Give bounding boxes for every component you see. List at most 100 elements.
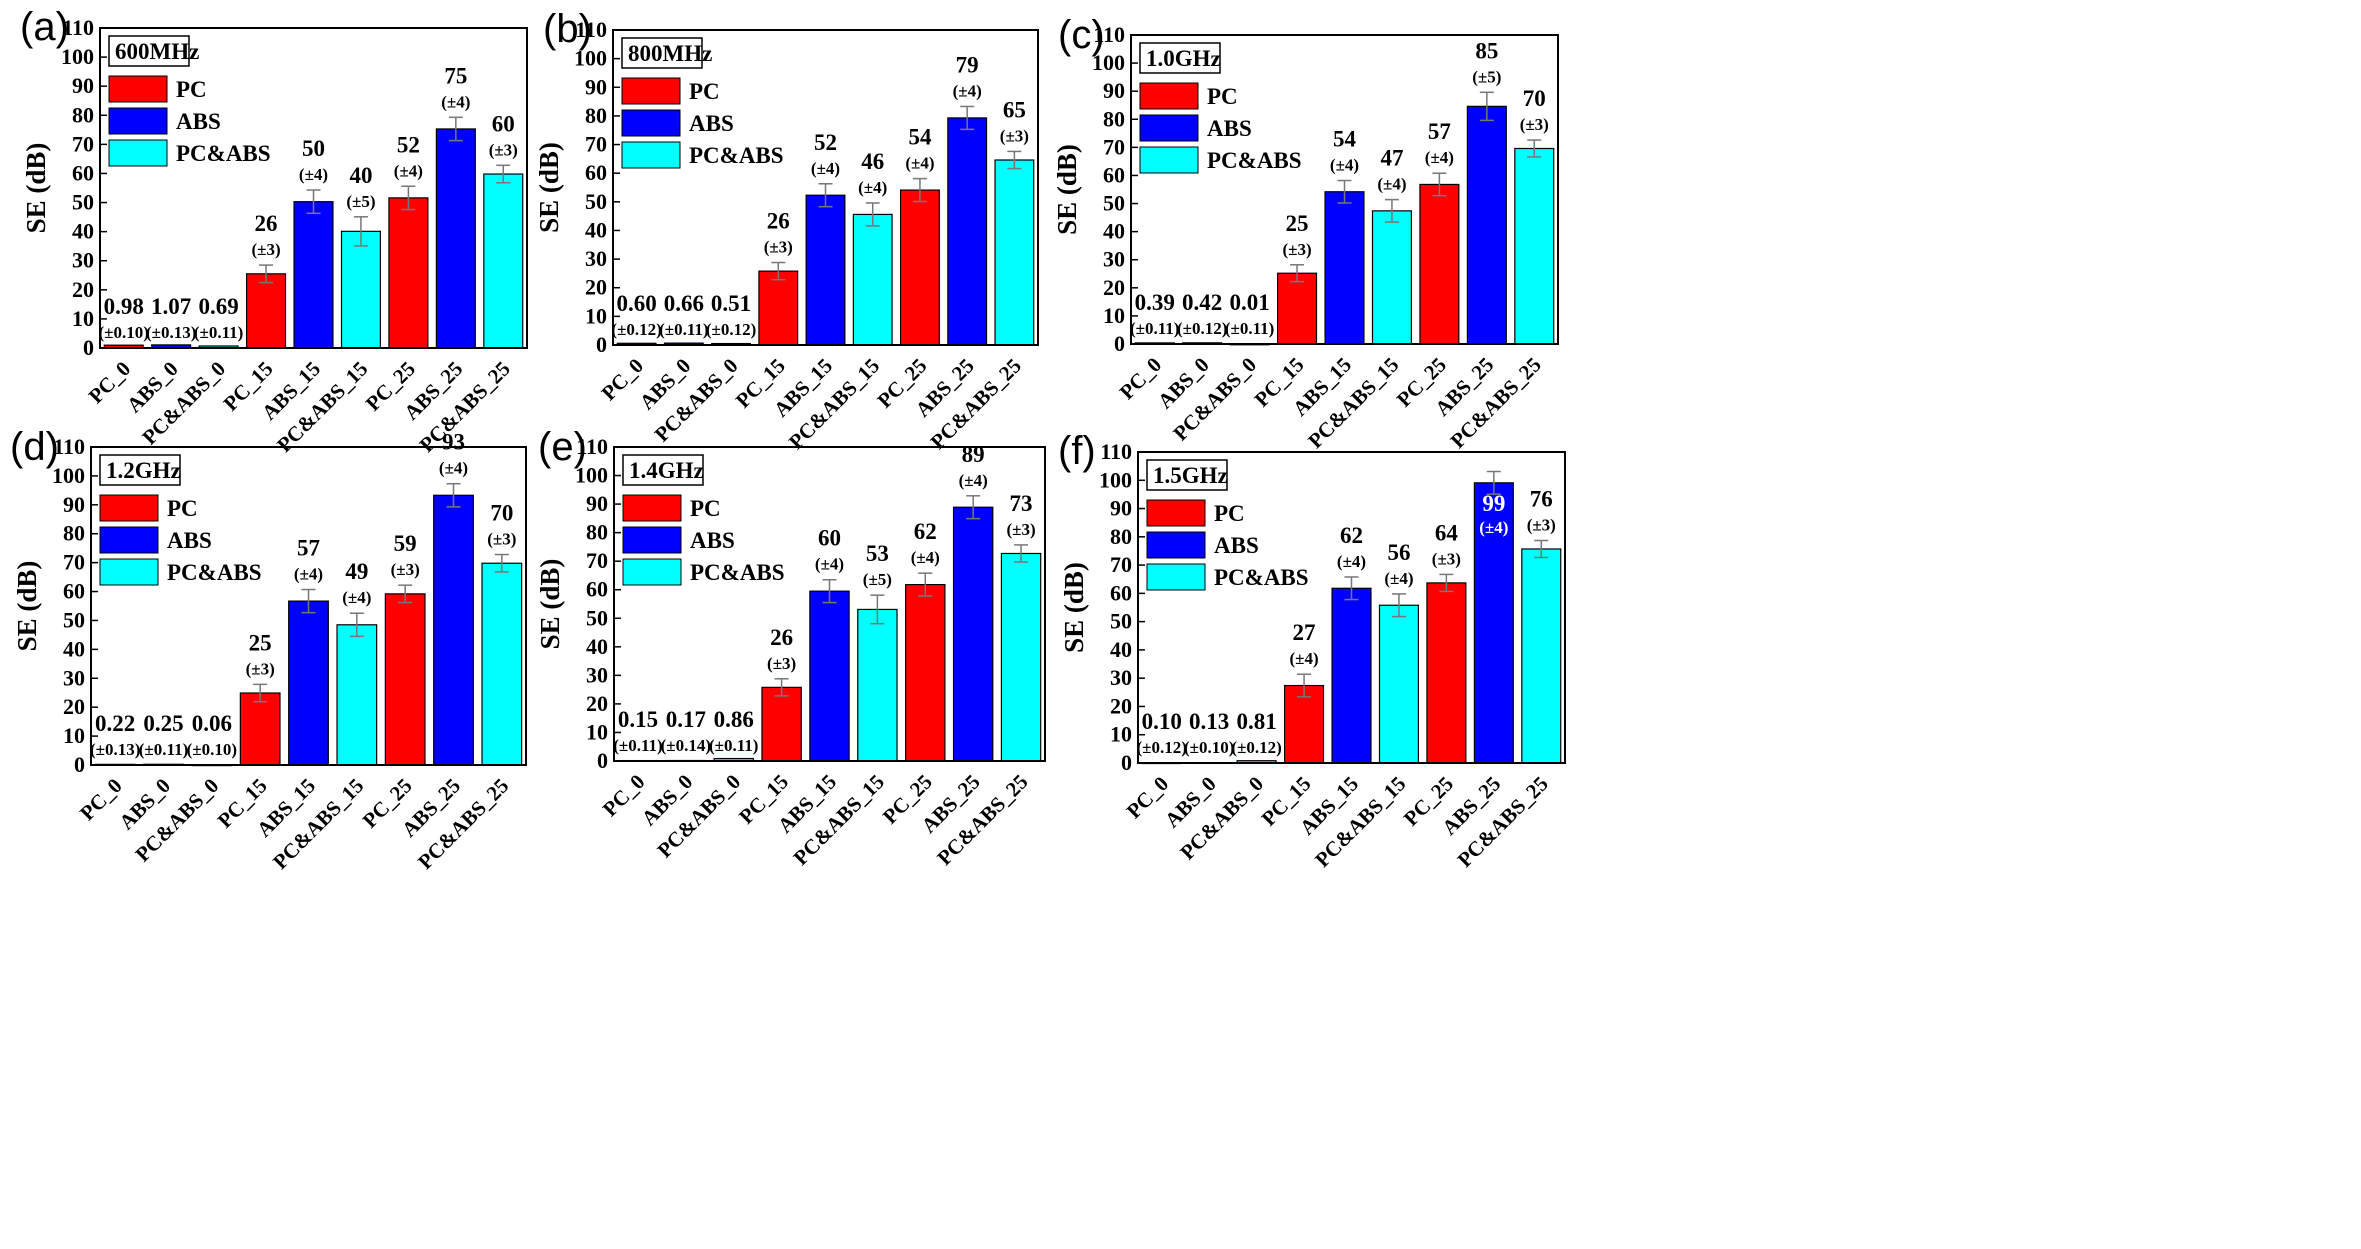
bar	[761, 686, 802, 762]
y-tick-label: 50	[1103, 191, 1125, 216]
error-label: (±3)	[391, 560, 420, 579]
frequency-box	[99, 454, 181, 486]
chart-panel-a: (a) 0 10 20 30 40 50 60 70 80 90 100 110 SE (dB) 600MH…	[20, 5, 528, 457]
error-label: (±5)	[346, 192, 375, 211]
chart-panel-e: (e) 0 10 20 30 40 50 60 70 80 90 100 110 SE (dB) 1.4GH…	[535, 425, 1046, 870]
error-label: (±0.12)	[1231, 738, 1281, 757]
error-label: (±3)	[1520, 115, 1549, 134]
error-label: (±0.11)	[613, 736, 662, 755]
legend-swatch-pc-abs	[108, 139, 168, 167]
bar	[809, 590, 850, 762]
y-tick-label: 100	[1099, 467, 1132, 492]
y-tick-label: 100	[574, 46, 607, 71]
data-label: 47	[1380, 146, 1403, 171]
legend-label: PC	[1214, 501, 1245, 526]
error-label: (±4)	[1289, 649, 1318, 668]
legend-swatch-pc-abs	[622, 558, 682, 586]
bar	[246, 273, 287, 349]
error-label: (±5)	[1472, 67, 1501, 86]
y-tick-label: 70	[72, 131, 94, 156]
plot-frame	[612, 29, 1039, 346]
bar	[899, 189, 940, 346]
error-label: (±4)	[294, 565, 323, 584]
legend-swatch-pc	[1146, 499, 1206, 527]
y-tick-label: 40	[72, 219, 94, 244]
error-label: (±5)	[863, 570, 892, 589]
y-tick-label: 20	[1110, 693, 1132, 718]
y-tick-label: 50	[586, 605, 608, 630]
legend-swatch-abs	[108, 107, 168, 135]
y-tick-label: 40	[586, 634, 608, 659]
plot-frame	[613, 446, 1046, 762]
data-label: 99	[1482, 491, 1505, 516]
legend-swatch-abs	[99, 526, 159, 554]
y-tick-label: 0	[1114, 331, 1125, 356]
data-label: 0.06	[192, 711, 232, 736]
bar	[952, 506, 994, 762]
error-label: (±4)	[299, 165, 328, 184]
bar	[1331, 587, 1372, 764]
data-label: 85	[1475, 38, 1498, 63]
error-label: (±0.11)	[194, 323, 243, 342]
y-tick-label: 90	[63, 492, 85, 517]
error-label: (±4)	[811, 159, 840, 178]
y-tick-label: 110	[1093, 22, 1125, 47]
data-label: 53	[866, 541, 889, 566]
legend-swatch-abs	[1146, 531, 1206, 559]
bar	[1378, 604, 1419, 764]
plot-frame	[90, 446, 527, 766]
y-tick-label: 90	[72, 73, 94, 98]
data-label: 26	[255, 211, 278, 236]
bar	[1371, 210, 1412, 345]
chart-panel-b: (b) 0 10 20 30 40 50 60 70 80 90 100 110 SE (dB) 800MH…	[534, 7, 1039, 454]
data-label: 56	[1387, 540, 1410, 565]
legend-label: ABS	[690, 528, 735, 553]
frequency-box	[621, 37, 703, 69]
error-label: (±0.14)	[661, 736, 711, 755]
y-tick-label: 70	[586, 548, 608, 573]
y-tick-label: 110	[53, 434, 85, 459]
data-label: 0.01	[1229, 290, 1269, 315]
error-label: (±0.12)	[1137, 738, 1187, 757]
error-label: (±3)	[1000, 126, 1029, 145]
y-tick-label: 70	[1110, 552, 1132, 577]
y-tick-label: 0	[74, 752, 85, 777]
error-label: (±0.11)	[709, 736, 758, 755]
frequency-label: 1.0GHz	[1146, 46, 1221, 71]
bar	[1426, 582, 1467, 764]
legend-swatch-pc-abs	[621, 141, 681, 169]
frequency-label: 1.2GHz	[106, 458, 181, 483]
data-label: 50	[302, 136, 325, 161]
frequency-label: 1.4GHz	[629, 458, 704, 483]
data-label: 25	[249, 630, 272, 655]
error-label: (±4)	[441, 92, 470, 111]
plot-frame	[1130, 34, 1559, 345]
y-tick-label: 60	[72, 160, 94, 185]
legend-label: PC&ABS	[690, 560, 785, 585]
y-tick-label: 110	[1100, 439, 1132, 464]
y-tick-label: 10	[586, 719, 608, 744]
legend-swatch-pc	[1139, 82, 1199, 110]
y-tick-label: 60	[1110, 580, 1132, 605]
bar	[288, 600, 329, 766]
frequency-box	[108, 35, 190, 67]
bar	[336, 624, 378, 766]
y-tick-label: 10	[1110, 722, 1132, 747]
y-tick-label: 10	[72, 306, 94, 331]
legend-swatch-pc-abs	[99, 558, 159, 586]
error-label: (±0.10)	[1184, 738, 1234, 757]
error-label: (±0.10)	[99, 323, 149, 342]
y-tick-label: 30	[586, 662, 608, 687]
bar	[435, 128, 476, 349]
y-tick-label: 80	[1103, 106, 1125, 131]
y-tick-label: 70	[585, 132, 607, 157]
bar	[805, 194, 846, 346]
data-label: 76	[1530, 486, 1553, 511]
y-tick-label: 30	[63, 665, 85, 690]
data-label: 57	[297, 536, 320, 561]
y-tick-label: 100	[52, 463, 85, 488]
error-label: (±0.12)	[1177, 319, 1227, 338]
y-tick-label: 90	[586, 491, 608, 516]
legend-swatch-pc	[108, 75, 168, 103]
